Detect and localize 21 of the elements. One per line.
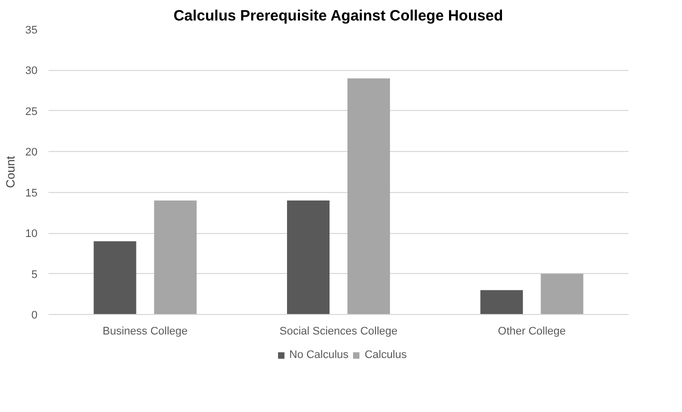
y-axis-title: Count: [3, 155, 18, 188]
y-tick-label: 20: [25, 146, 38, 159]
bar: [347, 78, 390, 314]
y-tick-label: 35: [25, 24, 38, 36]
bar: [154, 200, 197, 314]
legend-label: No Calculus: [289, 349, 349, 361]
bar: [480, 290, 523, 314]
bar: [94, 241, 136, 314]
x-tick-label: Social Sciences College: [279, 326, 398, 338]
x-tick-label: Other College: [498, 326, 566, 338]
bar: [287, 200, 330, 314]
y-tick-label: 25: [25, 106, 38, 118]
y-tick-label: 5: [31, 268, 38, 281]
y-tick-label: 10: [25, 228, 38, 240]
y-tick-label: 30: [25, 65, 38, 78]
bar: [540, 274, 584, 314]
y-tick-label: 15: [25, 187, 38, 200]
y-tick-label: 0: [31, 310, 38, 322]
chart-title: Calculus Prerequisite Against College Housed: [173, 8, 503, 24]
x-tick-label: Business College: [102, 326, 188, 338]
legend-label: Calculus: [364, 349, 407, 361]
